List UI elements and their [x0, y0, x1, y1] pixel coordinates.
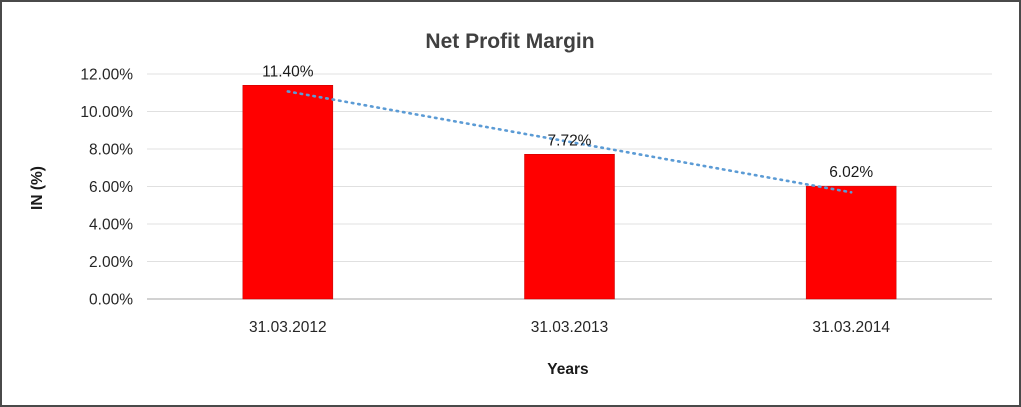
x-axis-title: Years: [547, 361, 588, 378]
bar-series: [242, 85, 897, 300]
bar-value-label: 6.02%: [829, 164, 873, 181]
bar-31.03.2012: [242, 85, 334, 300]
x-axis-tick-labels: 31.03.2012 31.03.2013 31.03.2014: [249, 319, 890, 336]
bar-data-labels: 11.40% 7.72% 6.02%: [262, 63, 873, 181]
y-axis-title: IN (%): [29, 166, 46, 210]
x-tick-label: 31.03.2013: [531, 319, 609, 336]
x-tick-label: 31.03.2014: [812, 319, 890, 336]
y-tick-label: 0.00%: [89, 292, 133, 309]
chart-title: Net Profit Margin: [425, 30, 594, 53]
x-tick-label: 31.03.2012: [249, 319, 327, 336]
y-axis-tick-labels: 12.00% 10.00% 8.00% 6.00% 4.00% 2.00% 0.00%: [80, 67, 133, 309]
bar-31.03.2013: [524, 154, 615, 300]
y-tick-label: 12.00%: [80, 67, 133, 84]
y-tick-label: 2.00%: [89, 254, 133, 271]
bar-value-label: 11.40%: [262, 63, 314, 80]
y-tick-label: 4.00%: [89, 217, 133, 234]
linear-trendline: [286, 90, 853, 194]
bar-value-label: 7.72%: [548, 132, 592, 149]
y-tick-label: 6.00%: [89, 179, 133, 196]
bar-31.03.2014: [805, 185, 897, 300]
y-tick-label: 10.00%: [80, 104, 133, 121]
trendline: [286, 90, 853, 194]
y-tick-label: 8.00%: [89, 142, 133, 159]
